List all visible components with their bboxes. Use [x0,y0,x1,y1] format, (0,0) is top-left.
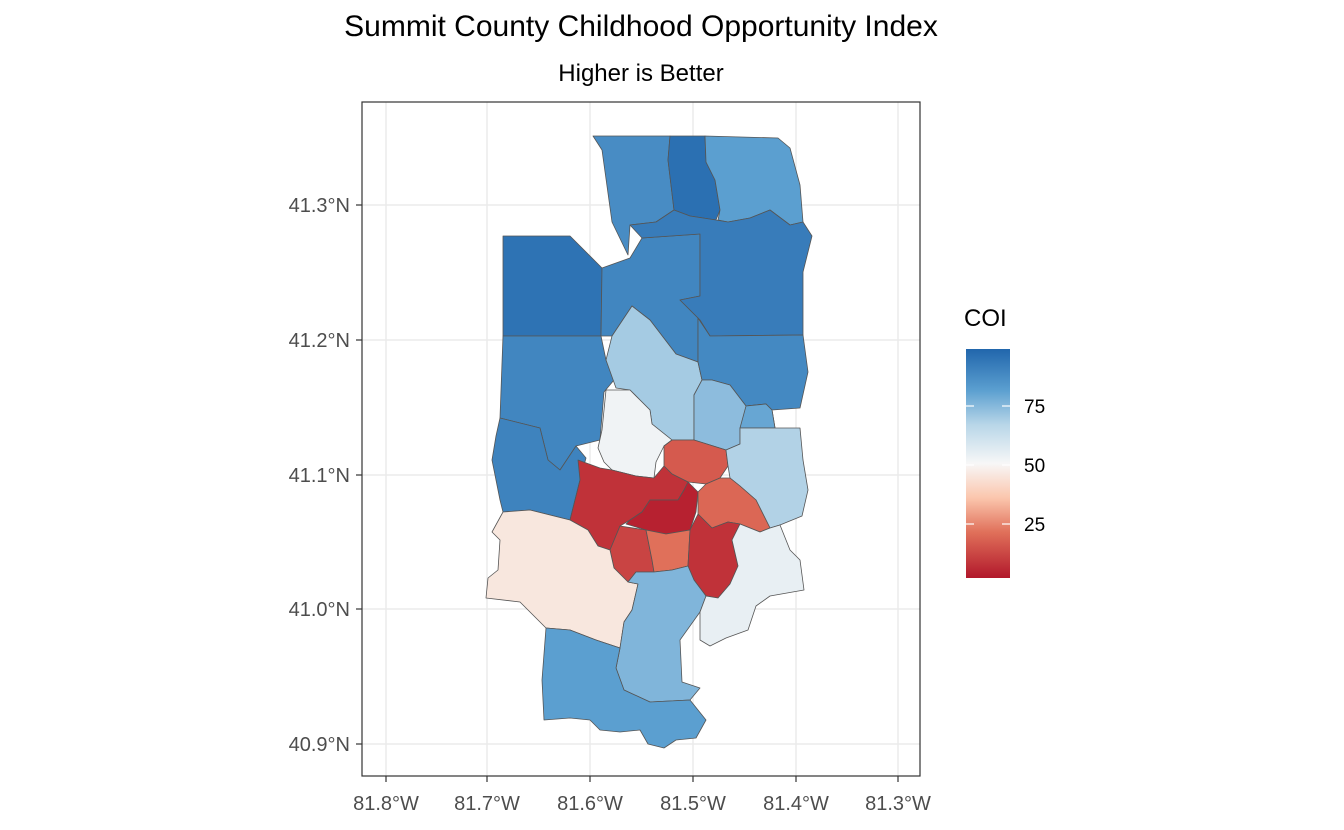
region-north-east-top[interactable] [704,135,804,226]
chart-title: Summit County Childhood Opportunity Inde… [344,10,938,43]
y-tick-label: 41.2°N [289,330,350,352]
x-tick-label: 81.5°W [660,793,726,815]
legend-title: COI [964,305,1007,332]
legend-label: 25 [1024,515,1045,536]
chart-subtitle: Higher is Better [558,60,724,87]
y-tick-label: 41.0°N [289,599,350,621]
x-tick-label: 81.4°W [763,793,829,815]
x-tick-label: 81.8°W [353,793,419,815]
county-regions [485,135,813,749]
region-east-small[interactable] [739,403,776,429]
x-tick-label: 81.3°W [865,793,931,815]
legend-label: 75 [1024,397,1045,418]
x-tick-label: 81.7°W [454,793,520,815]
region-south[interactable] [541,627,707,749]
legend-ticks [966,405,1010,525]
x-tick-label: 81.6°W [557,793,623,815]
region-northeast[interactable] [629,209,813,337]
legend-colorbar [966,349,1010,578]
region-center-west-light[interactable] [597,389,673,479]
region-southeast[interactable] [699,523,805,647]
region-south-center-orange[interactable] [645,529,691,573]
legend-label: 50 [1024,456,1045,477]
y-tick-label: 40.9°N [289,734,350,756]
y-tick-label: 41.3°N [289,195,350,217]
y-tick-label: 41.1°N [289,465,350,487]
axis-ticks [356,204,899,782]
panel-border [361,101,921,777]
